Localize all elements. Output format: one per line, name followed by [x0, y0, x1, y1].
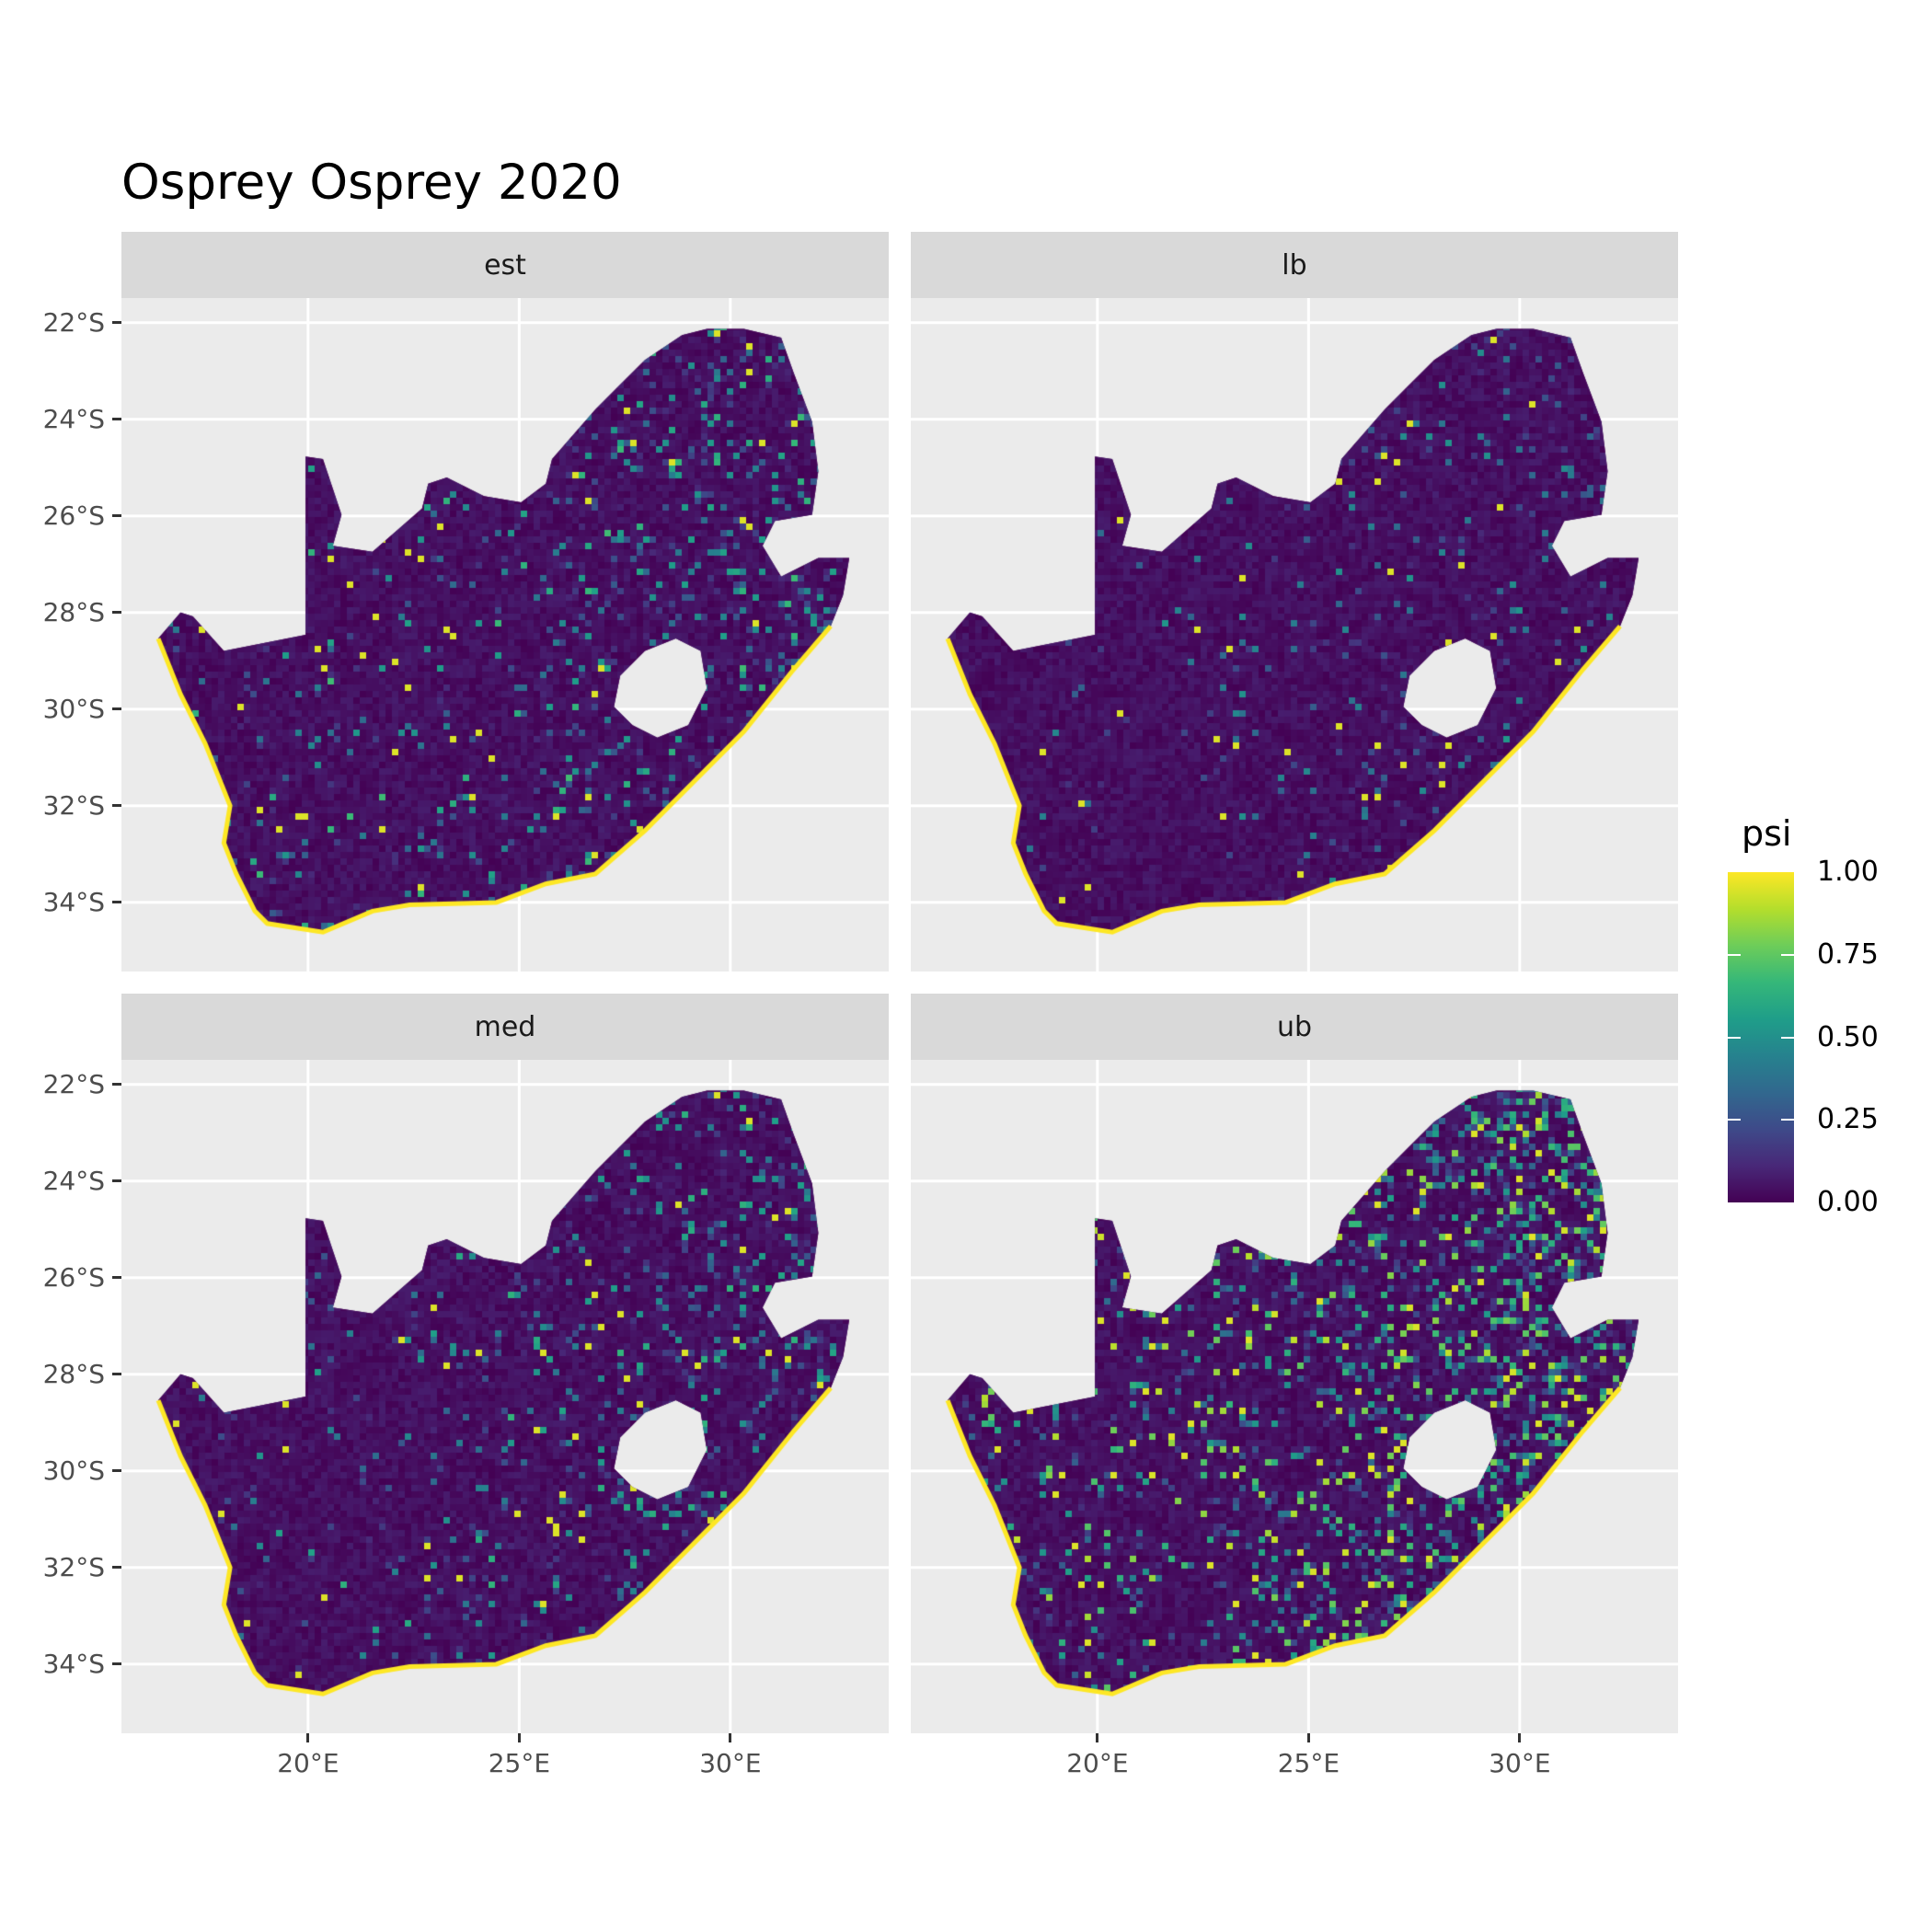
x-tick-label: 30°E — [1489, 1748, 1551, 1778]
y-tick-mark — [112, 804, 121, 808]
x-tick-mark — [1096, 1733, 1099, 1742]
y-tick-mark — [112, 321, 121, 325]
y-tick-mark — [112, 1662, 121, 1666]
y-tick-label: 24°S — [42, 403, 105, 434]
facet-panel-med — [121, 1060, 889, 1733]
facet-strip-med: med — [121, 994, 889, 1060]
x-tick-mark — [729, 1733, 732, 1742]
legend-tick-mark — [1781, 1036, 1794, 1039]
chart-title: Osprey Osprey 2020 — [121, 155, 622, 211]
x-tick-label: 20°E — [277, 1748, 339, 1778]
y-tick-label: 28°S — [42, 1358, 105, 1389]
y-tick-label: 34°S — [42, 886, 105, 917]
legend-tick-label: 0.75 — [1817, 937, 1879, 971]
x-tick-mark — [517, 1733, 521, 1742]
psi-raster-ub — [911, 1060, 1678, 1733]
legend-tick-mark — [1728, 1119, 1741, 1121]
y-tick-label: 26°S — [42, 500, 105, 531]
y-tick-label: 30°S — [42, 693, 105, 724]
x-tick-mark — [1306, 1733, 1310, 1742]
facet-panel-ub — [911, 1060, 1678, 1733]
y-tick-mark — [112, 707, 121, 711]
facet-panel-est — [121, 298, 889, 972]
psi-raster-est — [121, 298, 889, 972]
legend-tick-label: 0.00 — [1817, 1186, 1879, 1218]
y-tick-label: 22°S — [42, 1068, 105, 1099]
legend-tick-mark — [1728, 953, 1741, 956]
y-tick-label: 24°S — [42, 1165, 105, 1196]
y-tick-label: 26°S — [42, 1261, 105, 1293]
psi-raster-med — [121, 1060, 889, 1733]
y-tick-mark — [112, 418, 121, 421]
legend-tick-label: 0.50 — [1817, 1020, 1879, 1053]
y-tick-label: 32°S — [42, 789, 105, 821]
y-tick-mark — [112, 514, 121, 518]
facet-strip-ub: ub — [911, 994, 1678, 1060]
y-tick-label: 30°S — [42, 1455, 105, 1486]
x-tick-label: 20°E — [1066, 1748, 1129, 1778]
facet-strip-lb: lb — [911, 232, 1678, 298]
legend-tick-mark — [1781, 1119, 1794, 1121]
y-tick-mark — [112, 1566, 121, 1570]
y-tick-mark — [112, 1179, 121, 1183]
y-tick-label: 28°S — [42, 596, 105, 627]
y-tick-mark — [112, 1276, 121, 1280]
y-tick-label: 22°S — [42, 306, 105, 338]
x-tick-mark — [1518, 1733, 1522, 1742]
y-tick-mark — [112, 611, 121, 615]
x-tick-label: 25°E — [488, 1748, 551, 1778]
x-tick-label: 30°E — [699, 1748, 762, 1778]
y-tick-mark — [112, 1469, 121, 1473]
y-tick-label: 32°S — [42, 1551, 105, 1582]
legend-tick-label: 0.25 — [1817, 1103, 1879, 1136]
legend-tick-mark — [1781, 953, 1794, 956]
y-tick-mark — [112, 901, 121, 904]
y-tick-mark — [112, 1083, 121, 1087]
legend-tick-mark — [1728, 1036, 1741, 1039]
psi-raster-lb — [911, 298, 1678, 972]
x-tick-label: 25°E — [1277, 1748, 1340, 1778]
x-tick-mark — [306, 1733, 310, 1742]
legend-tick-label: 1.00 — [1817, 856, 1879, 888]
legend-title: psi — [1742, 813, 1792, 854]
y-tick-label: 34°S — [42, 1648, 105, 1679]
facet-strip-est: est — [121, 232, 889, 298]
y-tick-mark — [112, 1373, 121, 1376]
facet-panel-lb — [911, 298, 1678, 972]
